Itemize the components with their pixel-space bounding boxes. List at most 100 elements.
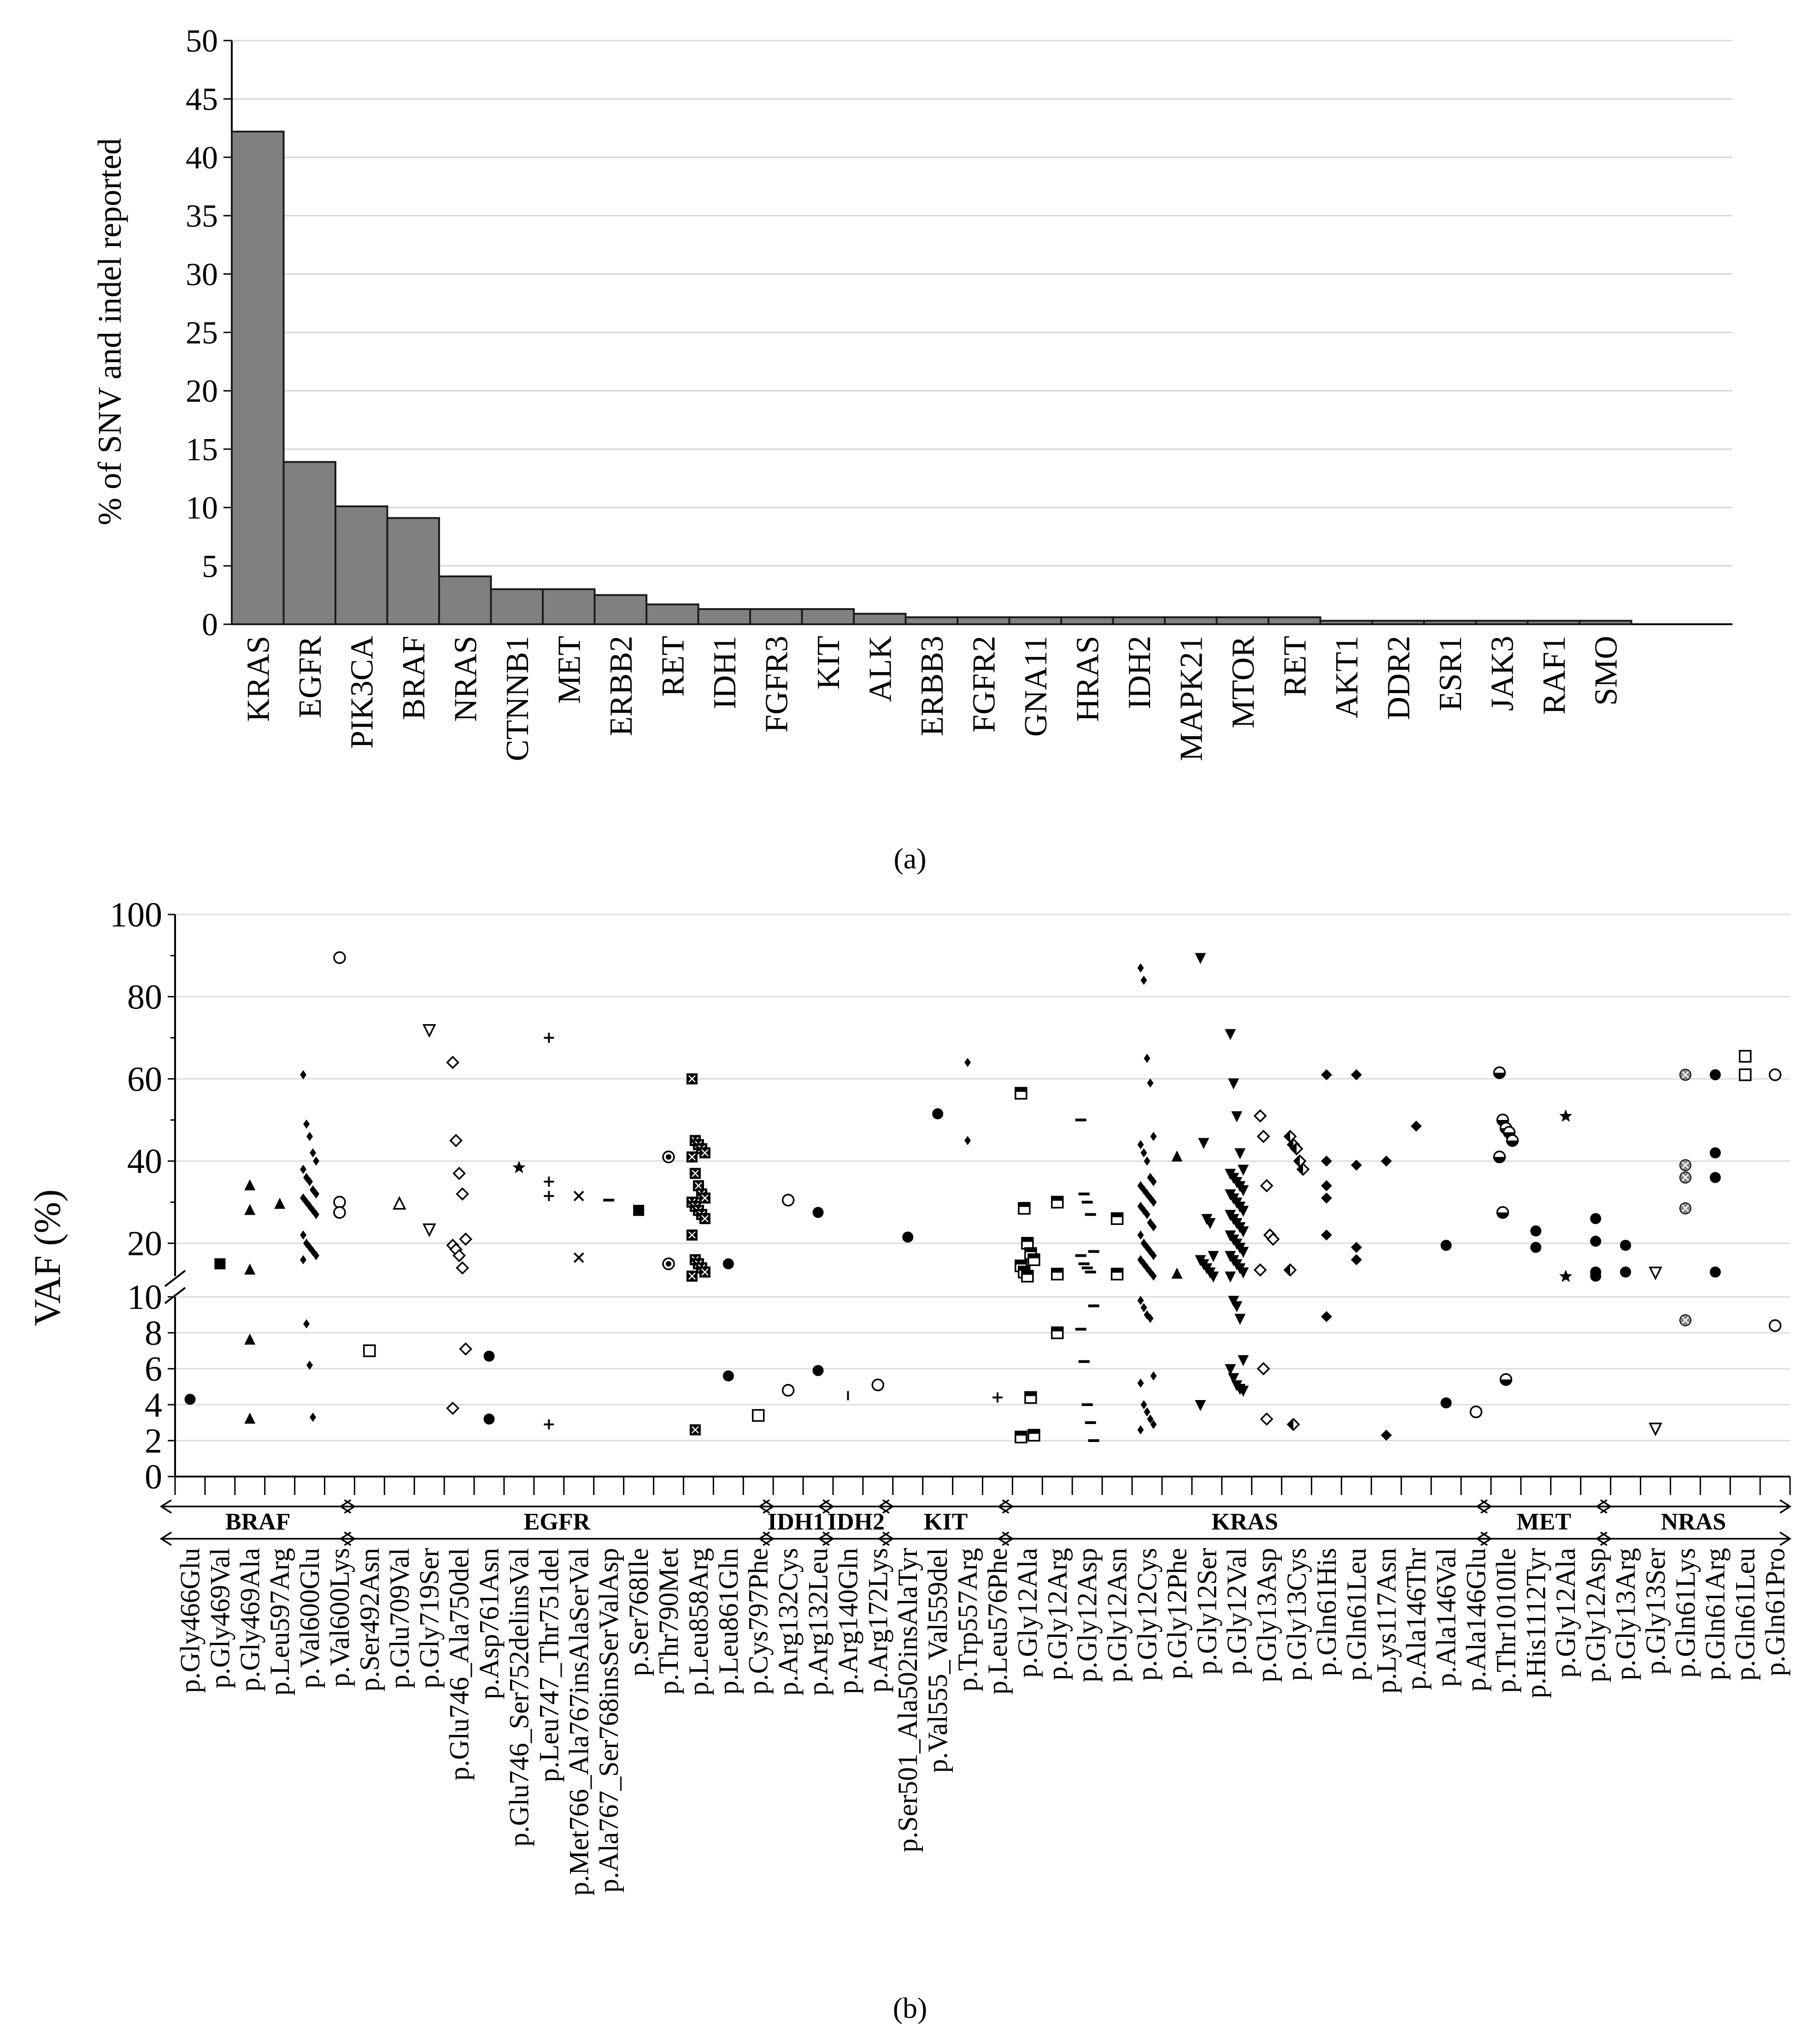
data-point (392, 1196, 406, 1210)
data-point (1238, 1267, 1249, 1279)
data-point-cross (1681, 1161, 1689, 1169)
x-tick-label: p.Gly13Cys (1281, 1548, 1312, 1681)
data-point (1234, 1148, 1246, 1160)
y-tick-label: 40 (127, 1142, 162, 1181)
data-point (1144, 1263, 1151, 1273)
gene-group-label: IDH1 (768, 1509, 825, 1535)
data-point (1768, 1319, 1782, 1332)
data-point (1238, 1247, 1249, 1258)
data-point-cross (701, 1149, 709, 1157)
data-point (1137, 963, 1144, 973)
data-point (313, 1210, 320, 1219)
bar (904, 616, 958, 626)
data-point (1321, 1311, 1332, 1322)
data-point (1081, 1201, 1093, 1204)
bar (1060, 616, 1114, 626)
data-point-fill (1294, 1155, 1300, 1167)
gene-group-label: BRAF (225, 1509, 291, 1535)
data-point (244, 1179, 256, 1190)
data-point (274, 1197, 286, 1209)
data-point (1738, 1050, 1752, 1063)
data-point (1137, 1378, 1144, 1388)
data-point (1253, 1263, 1267, 1277)
data-point (1440, 1397, 1452, 1409)
x-tick-label: p.Arg132Cys (773, 1548, 804, 1696)
x-tick-label: p.Ser768Ile (623, 1548, 654, 1676)
y-tick-label: 20 (186, 374, 218, 409)
data-point (1147, 1172, 1154, 1182)
data-point (1559, 1270, 1573, 1282)
bracket-arrow-left (339, 1531, 352, 1546)
data-point (902, 1231, 914, 1243)
data-point (303, 1172, 310, 1182)
x-tick-label: IDH1 (707, 636, 743, 709)
bar (1579, 620, 1632, 625)
y-axis-label: VAF (%) (26, 1190, 68, 1326)
data-point (662, 1257, 675, 1270)
data-point (333, 1196, 346, 1209)
x-tick-label: KIT (811, 636, 846, 690)
bar (1423, 620, 1477, 625)
gene-bracket-line (1595, 1499, 1792, 1514)
data-point (722, 1370, 734, 1382)
x-tick-label: p.Gly12Ala (1012, 1548, 1043, 1678)
x-tick-label: p.Gly12Phe (1162, 1548, 1192, 1679)
data-point (1321, 1229, 1332, 1241)
x-tick-label: DDR2 (1381, 636, 1416, 720)
data-point (1147, 1078, 1154, 1088)
data-point-fill (1285, 1131, 1291, 1142)
x-tick-label: p.Glu709Val (384, 1548, 415, 1688)
x-tick-label: p.Gly13Ser (1640, 1548, 1671, 1675)
x-tick-label: SMO (1588, 636, 1624, 706)
panel-label-b: (b) (893, 1992, 928, 2024)
data-point (1253, 1109, 1267, 1123)
data-point (1238, 1185, 1249, 1196)
data-point (1144, 1156, 1151, 1166)
x-tick-label: p.Gly719Ser (414, 1548, 445, 1688)
data-point (1144, 1210, 1151, 1219)
data-point (459, 1342, 473, 1356)
data-point (313, 1189, 320, 1199)
x-tick-label: BRAF (396, 636, 432, 720)
data-point (459, 1232, 473, 1246)
x-tick-label: MET (552, 636, 587, 704)
data-point (1649, 1422, 1662, 1436)
x-tick-label: GNA11 (1018, 636, 1054, 737)
data-point (1440, 1240, 1452, 1251)
bracket-arrow-left (997, 1531, 1010, 1546)
data-point (1590, 1271, 1602, 1282)
data-point (306, 1131, 313, 1141)
x-tick-label: p.Gly13Asp (1251, 1548, 1282, 1682)
y-tick-label: 0 (202, 607, 218, 643)
data-point (1195, 953, 1206, 964)
data-point (303, 1319, 310, 1329)
x-tick-label: JAK3 (1485, 636, 1520, 711)
data-point (1559, 1109, 1573, 1122)
x-tick-label: EGFR (293, 636, 328, 718)
data-point (1150, 1419, 1157, 1429)
x-tick-label: p.Leu858Arg (683, 1548, 714, 1696)
data-point (1380, 1430, 1392, 1441)
x-tick-label: p.Gln61Arg (1700, 1548, 1731, 1680)
data-point (422, 1223, 436, 1237)
data-point (722, 1258, 734, 1270)
bar (957, 616, 1010, 626)
bar (231, 130, 285, 626)
bracket-arrow-left (817, 1531, 830, 1546)
data-point-cross (688, 1231, 696, 1239)
data-points (184, 951, 1782, 1443)
data-point (1768, 1068, 1782, 1081)
x-tick-label: p.Gly466Glu (175, 1548, 205, 1693)
x-tick-label: FGFR2 (966, 636, 1002, 733)
axis-break-mark (164, 1270, 186, 1287)
bar (386, 517, 440, 625)
data-point (1321, 1192, 1332, 1204)
data-point (781, 1384, 795, 1397)
data-point (1238, 1226, 1249, 1237)
data-point (1137, 1295, 1144, 1305)
data-point (1051, 1196, 1064, 1209)
data-point (603, 1198, 615, 1202)
data-point (1150, 1251, 1157, 1260)
data-point (1530, 1242, 1542, 1253)
